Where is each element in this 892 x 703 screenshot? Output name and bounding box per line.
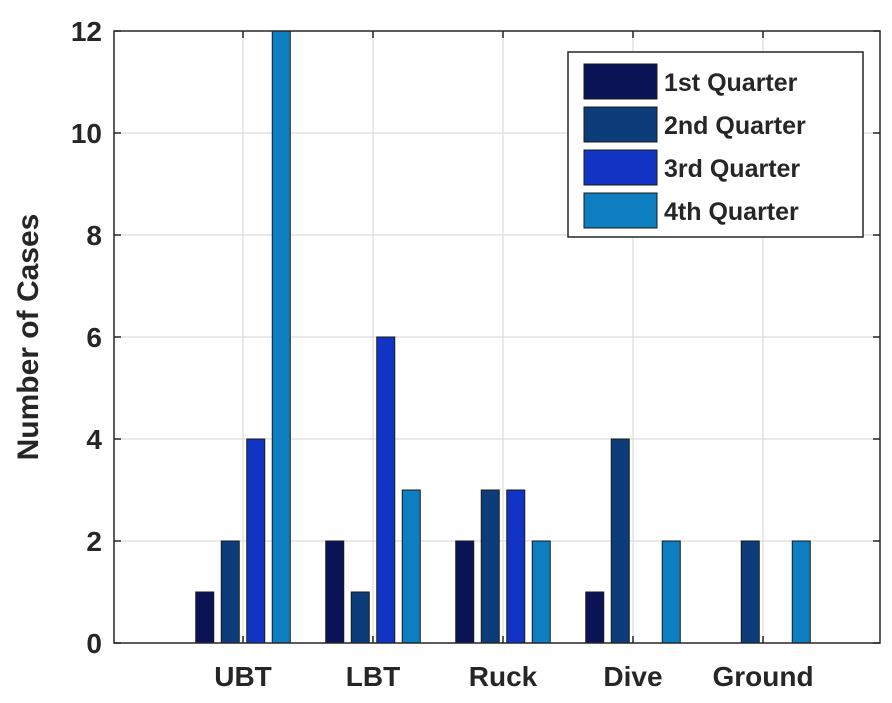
bar bbox=[401, 489, 421, 644]
y-axis-ticks: 0 2 4 6 8 10 12 bbox=[71, 16, 880, 659]
bar bbox=[531, 540, 551, 644]
legend-label: 4th Quarter bbox=[664, 198, 799, 226]
bars bbox=[195, 30, 811, 644]
legend-label: 3rd Quarter bbox=[664, 155, 800, 183]
x-axis-ticks: UBT LBT Ruck Dive Ground bbox=[214, 31, 814, 692]
bar bbox=[791, 540, 811, 644]
x-category-label: Ruck bbox=[469, 661, 538, 692]
legend-swatch bbox=[583, 106, 658, 143]
legend: 1st Quarter 2nd Quarter 3rd Quarter 4th Qua… bbox=[567, 51, 864, 238]
x-category-label: UBT bbox=[214, 661, 272, 692]
legend-swatch bbox=[583, 192, 658, 229]
bar bbox=[740, 540, 760, 644]
x-category-label: LBT bbox=[346, 661, 400, 692]
bar bbox=[480, 489, 500, 644]
y-tick-label: 10 bbox=[71, 118, 102, 149]
bar bbox=[610, 438, 630, 644]
legend-items: 1st Quarter 2nd Quarter 3rd Quarter 4th Qua… bbox=[583, 63, 806, 229]
bar bbox=[325, 540, 345, 644]
legend-label: 2nd Quarter bbox=[664, 112, 806, 140]
legend-swatch bbox=[583, 63, 658, 100]
x-category-label: Ground bbox=[712, 661, 813, 692]
bar bbox=[376, 336, 396, 644]
bar bbox=[220, 540, 240, 644]
bar bbox=[350, 591, 370, 644]
legend-swatch bbox=[583, 149, 658, 186]
y-tick-label: 6 bbox=[86, 322, 102, 353]
bar bbox=[585, 591, 605, 644]
y-tick-label: 12 bbox=[71, 16, 102, 47]
bar bbox=[506, 489, 526, 644]
y-axis-label: Number of Cases bbox=[12, 214, 45, 461]
y-tick-label: 0 bbox=[86, 628, 102, 659]
bar bbox=[271, 30, 291, 644]
y-tick-label: 8 bbox=[86, 220, 102, 251]
bar bbox=[455, 540, 475, 644]
bar bbox=[246, 438, 266, 644]
legend-label: 1st Quarter bbox=[664, 69, 798, 97]
y-tick-label: 4 bbox=[86, 424, 102, 455]
y-tick-label: 2 bbox=[86, 526, 102, 557]
bar bbox=[195, 591, 215, 644]
bar bbox=[661, 540, 681, 644]
x-category-label: Dive bbox=[603, 661, 662, 692]
